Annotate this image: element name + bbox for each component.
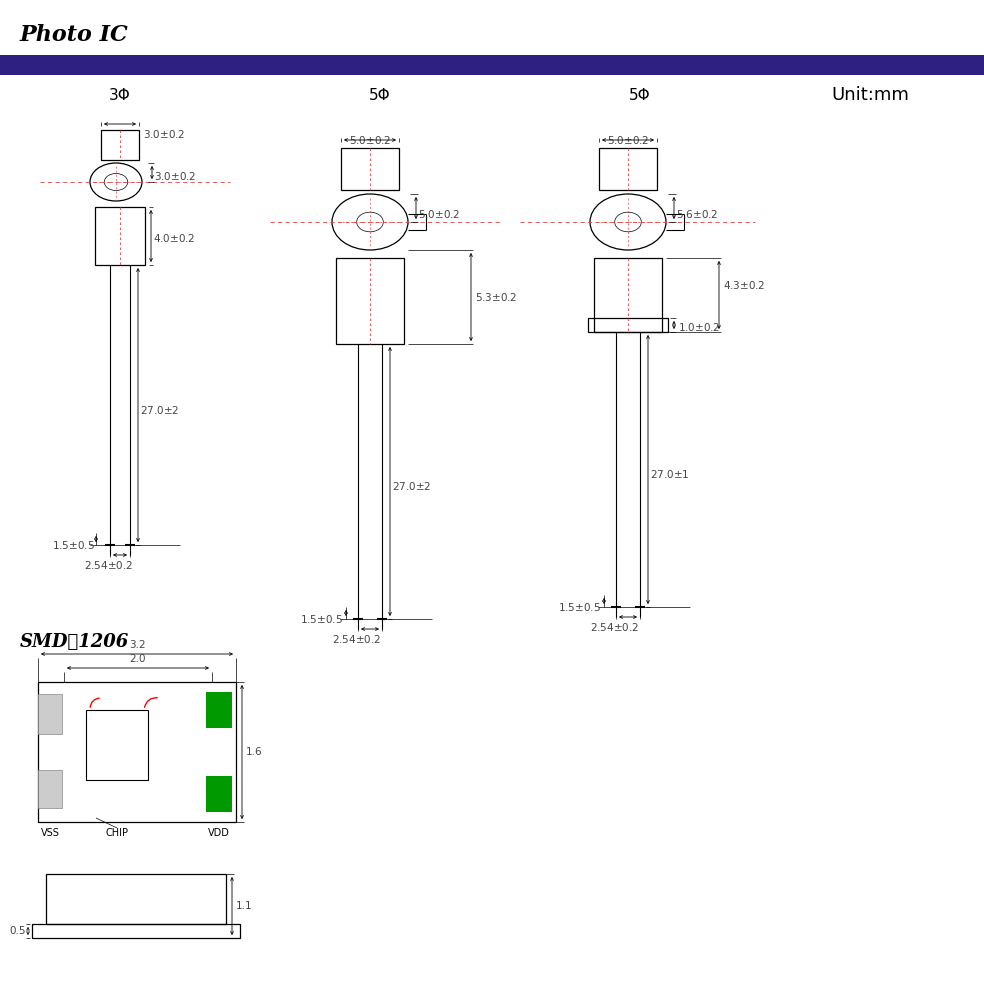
Text: 2.0: 2.0 — [130, 654, 147, 664]
Text: Photo IC: Photo IC — [20, 24, 129, 46]
Bar — [86, 710, 148, 780]
Text: 5.0$\pm$0.2: 5.0$\pm$0.2 — [349, 134, 391, 146]
Text: 3.0$\pm$0.2: 3.0$\pm$0.2 — [154, 170, 196, 182]
Text: 1.5$\pm$0.5: 1.5$\pm$0.5 — [300, 613, 342, 625]
Text: 5Φ: 5Φ — [369, 87, 391, 102]
Bar — [32, 924, 240, 938]
Text: 3.2: 3.2 — [129, 640, 146, 650]
Text: 1.5$\pm$0.5: 1.5$\pm$0.5 — [52, 539, 94, 551]
Bar — [588, 318, 668, 332]
Bar — [38, 694, 62, 734]
Bar — [0, 55, 984, 75]
Bar — [599, 148, 657, 190]
Text: 4.0$\pm$0.2: 4.0$\pm$0.2 — [153, 232, 195, 244]
Bar — [101, 130, 139, 160]
Text: 27.0$\pm$1: 27.0$\pm$1 — [650, 468, 690, 480]
Bar — [38, 682, 236, 822]
Bar — [206, 692, 232, 728]
Bar — [95, 207, 145, 265]
Text: VSS: VSS — [40, 828, 59, 838]
Text: 5.0$\pm$0.2: 5.0$\pm$0.2 — [418, 208, 460, 220]
Bar — [594, 258, 662, 332]
Text: 3Φ: 3Φ — [109, 87, 131, 102]
Text: SMD：1206: SMD：1206 — [20, 633, 129, 651]
Text: 5.6$\pm$0.2: 5.6$\pm$0.2 — [676, 208, 718, 220]
Text: VDD: VDD — [208, 828, 230, 838]
Text: CHIP: CHIP — [105, 828, 129, 838]
Bar — [38, 770, 62, 808]
Text: 2.54$\pm$0.2: 2.54$\pm$0.2 — [84, 559, 132, 571]
Text: 2.54$\pm$0.2: 2.54$\pm$0.2 — [589, 621, 639, 633]
Bar — [341, 148, 399, 190]
Text: 0.5: 0.5 — [10, 926, 26, 936]
Text: 2.54$\pm$0.2: 2.54$\pm$0.2 — [332, 633, 380, 645]
Text: 27.0$\pm$2: 27.0$\pm$2 — [140, 404, 179, 416]
Text: 5.3$\pm$0.2: 5.3$\pm$0.2 — [475, 291, 517, 303]
Text: 27.0$\pm$2: 27.0$\pm$2 — [392, 480, 431, 492]
Text: 5.0$\pm$0.2: 5.0$\pm$0.2 — [607, 134, 649, 146]
Text: 4.3$\pm$0.2: 4.3$\pm$0.2 — [723, 279, 765, 291]
Text: Unit:mm: Unit:mm — [831, 86, 909, 104]
Text: 1.5$\pm$0.5: 1.5$\pm$0.5 — [558, 601, 601, 613]
Text: 3.0$\pm$0.2: 3.0$\pm$0.2 — [143, 128, 185, 140]
Bar — [336, 258, 404, 344]
Bar — [206, 776, 232, 812]
Text: 1.1: 1.1 — [236, 901, 253, 911]
Bar — [46, 874, 226, 924]
Text: 1.0$\pm$0.2: 1.0$\pm$0.2 — [678, 321, 720, 333]
Text: 1.6: 1.6 — [246, 747, 263, 757]
Text: 5Φ: 5Φ — [629, 87, 650, 102]
